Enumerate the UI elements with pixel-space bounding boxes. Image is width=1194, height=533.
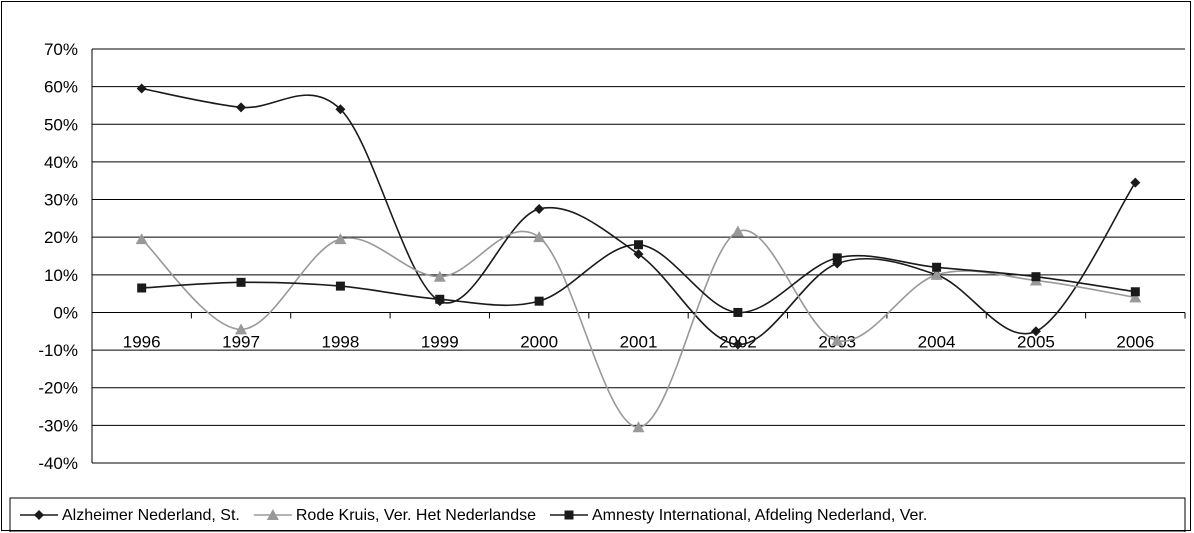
legend-label: Alzheimer Nederland, St.	[62, 507, 240, 524]
legend-item: Rode Kruis, Ver. Het Nederlandse	[253, 507, 536, 524]
data-point	[534, 203, 545, 214]
legend-item: Amnesty International, Afdeling Nederlan…	[550, 507, 927, 524]
data-point	[832, 253, 842, 263]
series-line	[141, 229, 1136, 429]
data-point	[831, 334, 844, 346]
legend: Alzheimer Nederland, St. Rode Kruis, Ver.…	[9, 497, 1186, 532]
data-point	[1130, 177, 1141, 188]
legend-label: Rode Kruis, Ver. Het Nederlandse	[296, 507, 536, 524]
x-tick-label: 2004	[918, 332, 956, 351]
y-tick-label: 70%	[44, 40, 78, 59]
legend-marker	[34, 510, 44, 520]
y-tick-label: -10%	[38, 341, 78, 360]
data-point	[1129, 291, 1142, 303]
legend-box	[9, 497, 1186, 532]
x-tick-label: 1997	[222, 332, 260, 351]
series-1	[136, 83, 1141, 350]
y-tick-label: 50%	[44, 115, 78, 134]
data-point	[733, 307, 743, 317]
y-tick-label: -40%	[38, 454, 78, 473]
data-point	[136, 83, 147, 94]
x-tick-label: 2001	[620, 332, 658, 351]
y-tick-label: 10%	[44, 266, 78, 285]
data-point	[633, 249, 644, 260]
data-point	[433, 270, 446, 282]
series-2	[135, 225, 1142, 433]
data-point	[1030, 326, 1041, 337]
data-point	[632, 421, 645, 433]
gridlines	[91, 48, 1186, 464]
data-point	[930, 268, 943, 280]
x-tick-label: 1996	[123, 332, 161, 351]
data-point	[236, 277, 246, 287]
data-point	[932, 262, 942, 272]
data-point	[135, 233, 148, 245]
data-point	[1130, 287, 1140, 297]
data-point	[335, 281, 345, 291]
y-tick-label: -20%	[38, 379, 78, 398]
data-point	[534, 296, 544, 306]
data-point	[634, 240, 643, 250]
legend-marker	[564, 510, 574, 520]
data-point	[334, 233, 347, 245]
data-point	[137, 283, 147, 293]
data-point	[533, 231, 546, 243]
series-3	[137, 240, 1140, 317]
legend-item: Alzheimer Nederland, St.	[20, 507, 240, 524]
data-point	[1031, 272, 1041, 282]
legend-marker	[266, 509, 279, 520]
y-tick-label: -30%	[38, 416, 78, 435]
y-tick-label: 0%	[53, 303, 78, 322]
data-point	[731, 225, 744, 237]
y-tick-label: 30%	[44, 191, 78, 210]
x-tick-label: 2000	[520, 332, 558, 351]
x-tick-label: 2006	[1116, 332, 1154, 351]
data-point	[235, 323, 248, 335]
x-tick-label: 1999	[421, 332, 459, 351]
y-tick-label: 20%	[44, 228, 78, 247]
x-axis-tick-labels: 1996199719981999200020012002200320042005…	[123, 332, 1154, 351]
y-tick-label: 40%	[44, 153, 78, 172]
data-point	[732, 339, 743, 350]
series-lines	[135, 83, 1142, 433]
series-line	[141, 87, 1136, 346]
y-tick-label: 60%	[44, 78, 78, 97]
data-point	[236, 102, 247, 113]
x-tick-label: 2005	[1017, 332, 1055, 351]
legend-label: Amnesty International, Afdeling Nederlan…	[592, 507, 927, 524]
data-point	[335, 104, 346, 115]
data-point	[435, 294, 445, 304]
x-tick-label: 1998	[321, 332, 359, 351]
y-axis-tick-labels: 70% 60% 50% 40% 30% 20% 10% 0% -10% -20% -30% -40%	[38, 40, 78, 473]
